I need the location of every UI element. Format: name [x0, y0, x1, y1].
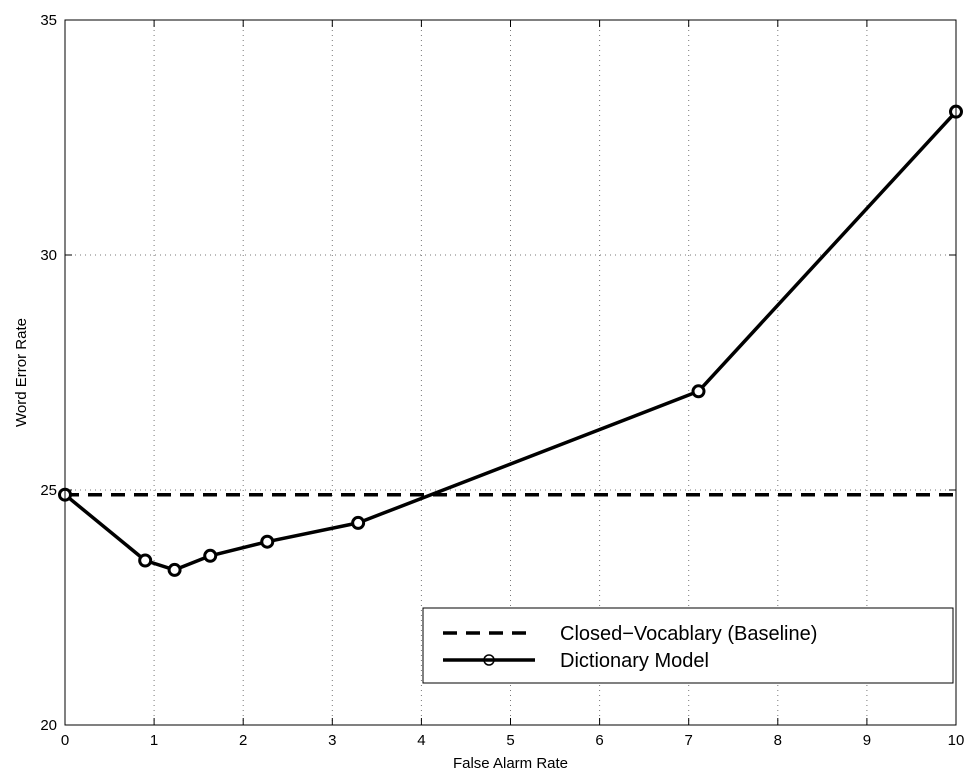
x-tick-label: 6 [595, 732, 603, 749]
legend-marker-icon [483, 654, 495, 666]
data-point-marker [351, 515, 366, 530]
x-tick-label: 9 [863, 732, 871, 749]
data-point-marker [138, 553, 153, 568]
y-axis-label: Word Error Rate [13, 318, 30, 427]
series-layer [58, 104, 963, 577]
axis-ticks: 0 1 2 3 4 5 6 7 8 9 10 20 25 30 35 [40, 12, 964, 749]
y-tick-label: 30 [40, 247, 57, 264]
legend: Closed−Vocablary (Baseline) Dictionary M… [422, 607, 954, 684]
y-tick-label: 25 [40, 482, 57, 499]
x-axis-label: False Alarm Rate [453, 755, 568, 772]
data-point-marker [260, 534, 275, 549]
x-tick-label: 4 [417, 732, 425, 749]
legend-box [422, 607, 954, 684]
x-tick-label: 7 [685, 732, 693, 749]
x-tick-label: 2 [239, 732, 247, 749]
legend-label-baseline: Closed−Vocablary (Baseline) [560, 623, 817, 645]
x-tick-label: 8 [774, 732, 782, 749]
data-point-marker [167, 562, 182, 577]
x-tick-label: 3 [328, 732, 336, 749]
x-tick-label: 1 [150, 732, 158, 749]
y-tick-label: 20 [40, 717, 57, 734]
x-tick-label: 5 [506, 732, 514, 749]
x-tick-label: 10 [948, 732, 965, 749]
x-tick-label: 0 [61, 732, 69, 749]
y-tick-label: 35 [40, 12, 57, 29]
data-point-marker [203, 548, 218, 563]
legend-label-dictionary-model: Dictionary Model [560, 650, 709, 672]
data-point-marker [691, 384, 706, 399]
grid-lines [65, 20, 956, 725]
